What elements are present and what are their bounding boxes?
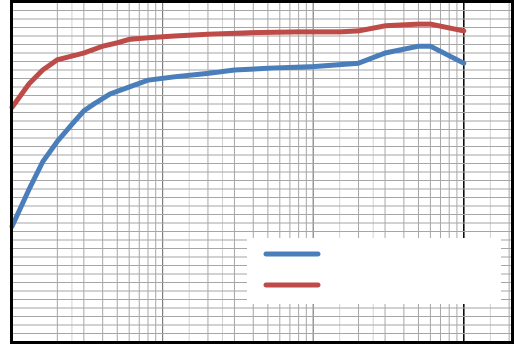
plot-border	[10, 0, 514, 344]
legend	[263, 251, 321, 288]
legend-box	[247, 238, 501, 304]
series-line-1	[9, 43, 467, 229]
series-layer	[9, 21, 467, 229]
series-line-2	[9, 21, 467, 110]
